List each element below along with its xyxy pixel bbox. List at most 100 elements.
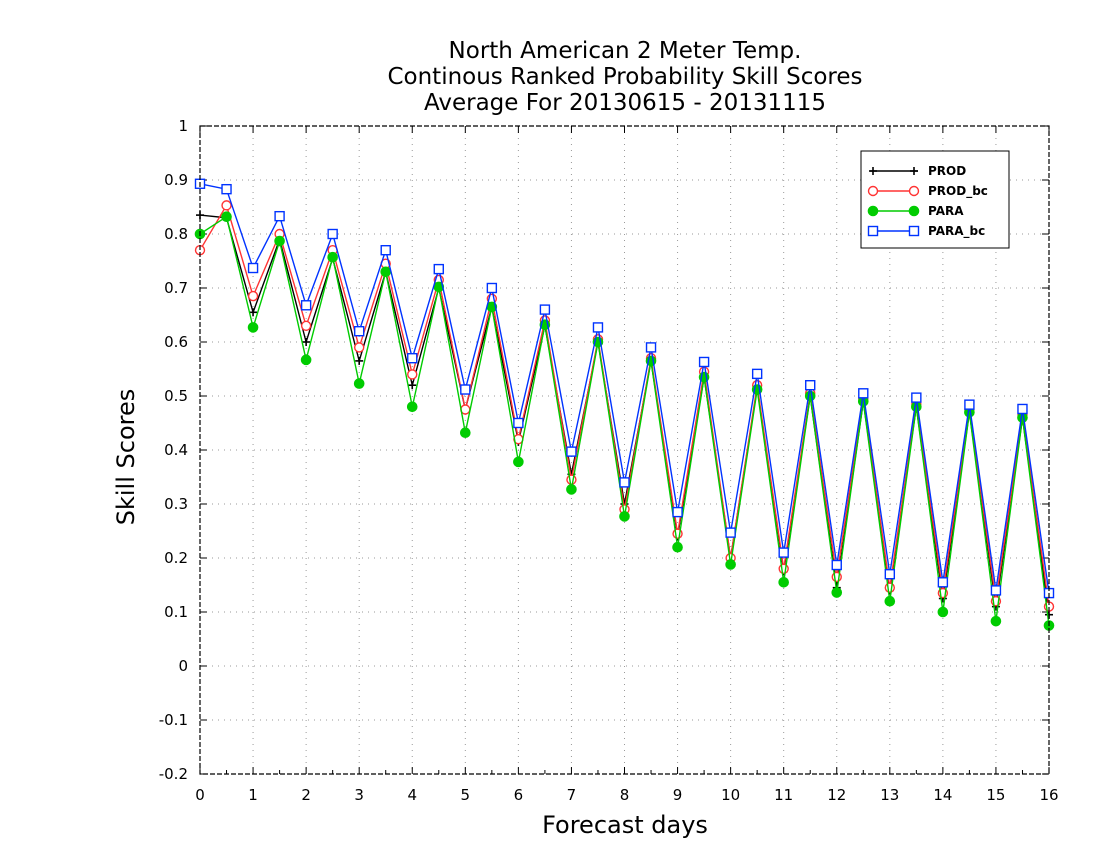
data-point-para-bc: [937, 577, 949, 588]
data-point-para-bc: [831, 559, 842, 571]
title-line-3: Average For 20130615 - 20131115: [424, 90, 826, 116]
data-point-prod-bc: [407, 369, 418, 380]
data-point-para-bc: [274, 210, 285, 222]
legend-label: PARA: [928, 204, 964, 218]
data-point-para-bc: [698, 356, 710, 368]
data-point-para: [221, 211, 232, 223]
data-point-para: [884, 595, 896, 607]
data-point-prod-bc: [300, 320, 312, 331]
legend-marker: [867, 185, 879, 197]
x-tick-label: 1: [248, 786, 258, 804]
x-tick-label: 13: [880, 786, 899, 804]
data-point-para-bc: [725, 527, 736, 538]
data-point-para-bc: [884, 569, 896, 580]
y-tick-label: 0.7: [164, 279, 188, 297]
data-point-prod-bc: [221, 200, 232, 211]
y-tick-label: 0.9: [164, 171, 188, 189]
data-point-para-bc: [300, 300, 312, 311]
data-point-para-bc: [486, 282, 498, 294]
data-point-para-bc: [327, 228, 338, 240]
data-point-para: [725, 559, 736, 570]
data-point-para: [911, 401, 922, 413]
data-point-para: [247, 322, 259, 333]
x-tick-label: 12: [827, 786, 846, 804]
y-axis-label: Skill Scores: [112, 389, 140, 526]
legend-marker: [908, 185, 920, 197]
data-point-para: [380, 266, 392, 278]
data-point-prod-bc: [884, 582, 896, 593]
x-tick-label: 8: [620, 786, 630, 804]
data-point-para: [937, 606, 949, 618]
y-tick-label: 0.1: [164, 603, 188, 621]
legend-marker: [869, 167, 877, 175]
data-point-para: [327, 251, 338, 263]
data-point-para-bc: [353, 326, 365, 337]
data-point-para-bc: [460, 384, 471, 395]
data-point-prod: [355, 356, 364, 365]
x-tick-label: 9: [673, 786, 683, 804]
y-tick-label: 0.2: [164, 549, 188, 567]
data-point-para: [1017, 412, 1028, 423]
data-point-para: [672, 541, 683, 553]
data-point-para-bc: [911, 392, 922, 403]
data-point-prod: [249, 308, 258, 317]
series-lines: [194, 178, 1055, 631]
data-point-para: [804, 390, 816, 402]
data-point-para-bc: [566, 446, 577, 457]
data-point-prod-bc: [353, 342, 365, 353]
legend-marker: [908, 205, 920, 217]
data-point-para-bc: [751, 368, 763, 380]
y-tick-label: 0.3: [164, 495, 188, 513]
x-axis-label: Forecast days: [542, 811, 708, 839]
y-tick-label: 0: [178, 657, 188, 675]
data-point-para: [353, 378, 365, 389]
data-point-para-bc: [805, 380, 816, 391]
data-point-para-bc: [645, 342, 657, 353]
data-point-para: [566, 484, 577, 495]
data-point-para-bc: [433, 263, 444, 275]
legend-marker: [867, 225, 879, 237]
data-point-para-bc: [672, 506, 683, 518]
legend-marker: [908, 225, 920, 237]
data-point-para-bc: [1017, 403, 1028, 415]
data-point-para-bc: [247, 262, 259, 274]
plot-frame: [199, 125, 1050, 775]
legend-marker: [867, 205, 879, 217]
legend-label: PROD_bc: [928, 184, 988, 199]
x-tick-label: 14: [933, 786, 952, 804]
data-point-para-bc: [858, 388, 869, 399]
data-point-para-bc: [964, 399, 975, 410]
title-line-1: North American 2 Meter Temp.: [449, 38, 802, 64]
data-point-para: [513, 456, 524, 468]
data-point-para-bc: [778, 547, 789, 558]
x-tick-label: 2: [301, 786, 311, 804]
legend: PROD PROD_bc PARA PARA_bc: [860, 150, 1010, 249]
data-point-para-bc: [592, 322, 604, 333]
x-tick-label: 10: [721, 786, 740, 804]
y-tick-label: 0.5: [164, 387, 188, 405]
data-point-para: [619, 511, 630, 522]
x-tick-label: 5: [461, 786, 471, 804]
y-tick-label: 0.8: [164, 225, 188, 243]
data-point-para-bc: [221, 183, 232, 195]
gridlines: [200, 126, 1049, 774]
x-tick-label: 6: [514, 786, 524, 804]
x-tick-label: 3: [354, 786, 364, 804]
x-tick-label: 4: [407, 786, 417, 804]
series-para: [194, 211, 1055, 631]
data-point-para: [990, 615, 1002, 627]
data-point-para-bc: [380, 244, 391, 256]
data-point-para: [831, 587, 843, 598]
chart-title: North American 2 Meter Temp. Continous R…: [387, 38, 862, 116]
y-tick-label: -0.2: [159, 765, 188, 783]
legend-item-para-bc: PARA_bc: [867, 224, 985, 239]
legend-marker: [910, 167, 918, 175]
data-point-prod: [408, 381, 417, 390]
data-point-para-bc: [513, 417, 524, 429]
y-tick-label: 0.6: [164, 333, 188, 351]
data-point-prod-bc: [247, 290, 259, 302]
data-point-para: [778, 577, 789, 588]
data-point-para: [406, 401, 418, 413]
